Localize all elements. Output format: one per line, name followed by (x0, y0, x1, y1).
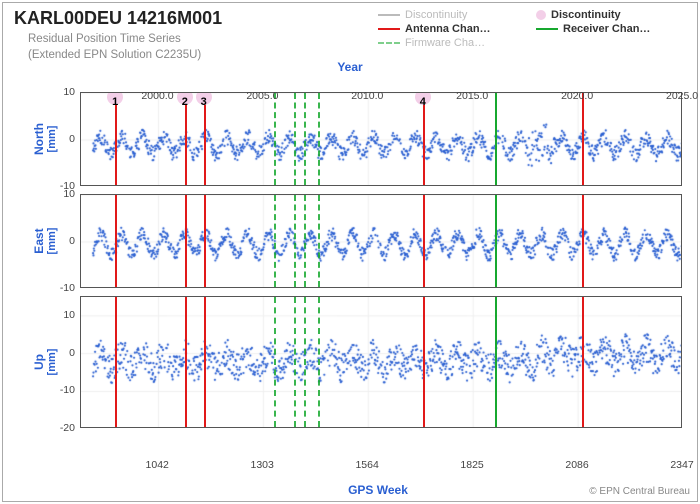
subtitle-line2: (Extended EPN Solution C2235U) (28, 49, 201, 61)
ylabel-north: North[mm] (32, 109, 58, 169)
scatter-canvas (81, 195, 682, 288)
ytick: 0 (69, 133, 80, 145)
legend-antenna: Antenna Chan… (378, 22, 530, 36)
event-line (185, 195, 187, 287)
ytick: 10 (63, 188, 80, 200)
panel-north: 1 2 3 4 (80, 92, 682, 186)
receiver-dashed-line (495, 93, 497, 185)
receiver-dashed-line (304, 93, 306, 185)
top-axis-title: Year (337, 60, 362, 74)
event-line (204, 195, 206, 287)
xtick-year: 2010.0 (351, 90, 383, 93)
receiver-dashed-line (294, 195, 296, 287)
page-title: KARL00DEU 14216M001 (14, 8, 222, 29)
xtick-week: 2347 (670, 456, 693, 471)
xtick-year: 2015.0 (456, 90, 488, 93)
receiver-dashed-line (294, 93, 296, 185)
copyright: © EPN Central Bureau (589, 486, 690, 497)
line-icon (378, 28, 400, 30)
legend-disc-grey: Discontinuity (378, 8, 530, 22)
receiver-dashed-line (495, 195, 497, 287)
xtick-week: 1825 (460, 456, 483, 471)
receiver-dashed-line (274, 195, 276, 287)
ytick: -20 (60, 422, 80, 434)
legend-label: Antenna Chan… (405, 23, 491, 35)
subtitle: Residual Position Time Series (Extended … (28, 32, 201, 63)
ytick: 10 (63, 86, 80, 98)
event-line (115, 297, 117, 427)
xtick-year: 2000.0 (141, 90, 173, 93)
xtick-week: 1303 (250, 456, 273, 471)
ytick: 0 (69, 347, 80, 359)
receiver-dashed-line (304, 297, 306, 427)
discontinuity-label: 4 (420, 96, 426, 108)
event-line (423, 195, 425, 287)
ytick: 0 (69, 235, 80, 247)
legend-receiver: Receiver Chan… (536, 22, 688, 36)
event-line (423, 297, 425, 427)
panel-up (80, 296, 682, 428)
xtick-year: 2005.0 (246, 90, 278, 93)
event-line (204, 297, 206, 427)
xtick-week: 1042 (146, 456, 169, 471)
event-line (582, 297, 584, 427)
receiver-dashed-line (318, 93, 320, 185)
legend-firmware: Firmware Cha… (378, 36, 530, 50)
discontinuity-label: 1 (112, 96, 118, 108)
subtitle-line1: Residual Position Time Series (28, 33, 181, 45)
receiver-dashed-line (294, 297, 296, 427)
ylabel-up: Up[mm] (32, 332, 58, 392)
plot-area: 1234North[mm]-10010East[mm]-10010Up[mm]-… (80, 92, 682, 456)
panel-east (80, 194, 682, 288)
legend-label: Discontinuity (405, 9, 467, 21)
legend-label: Receiver Chan… (563, 23, 650, 35)
legend-label: Discontinuity (551, 9, 621, 21)
receiver-dashed-line (274, 93, 276, 185)
ytick: -10 (60, 282, 80, 294)
receiver-dashed-line (495, 297, 497, 427)
discontinuity-label: 2 (182, 96, 188, 108)
receiver-dashed-line (274, 297, 276, 427)
ytick: -10 (60, 384, 80, 396)
ytick: 10 (63, 309, 80, 321)
xtick-year: 2025.0 (666, 90, 698, 93)
receiver-dashed-line (304, 195, 306, 287)
legend-label: Firmware Cha… (405, 37, 485, 49)
dot-icon (536, 10, 546, 20)
event-line (582, 195, 584, 287)
legend-disc-bold: Discontinuity (536, 8, 688, 22)
bottom-axis-title: GPS Week (348, 483, 408, 497)
event-line (582, 93, 584, 185)
legend: Discontinuity Discontinuity Antenna Chan… (378, 8, 688, 50)
receiver-dashed-line (318, 297, 320, 427)
xtick-year: 2020.0 (561, 90, 593, 93)
xtick-week: 1564 (355, 456, 378, 471)
event-line (185, 297, 187, 427)
ylabel-east: East[mm] (32, 211, 58, 271)
discontinuity-label: 3 (201, 96, 207, 108)
event-line (115, 195, 117, 287)
line-icon (378, 14, 400, 16)
scatter-canvas (81, 93, 682, 186)
line-icon (536, 28, 558, 30)
receiver-dashed-line (318, 195, 320, 287)
scatter-canvas (81, 297, 682, 428)
xtick-week: 2086 (565, 456, 588, 471)
dash-icon (378, 42, 400, 44)
